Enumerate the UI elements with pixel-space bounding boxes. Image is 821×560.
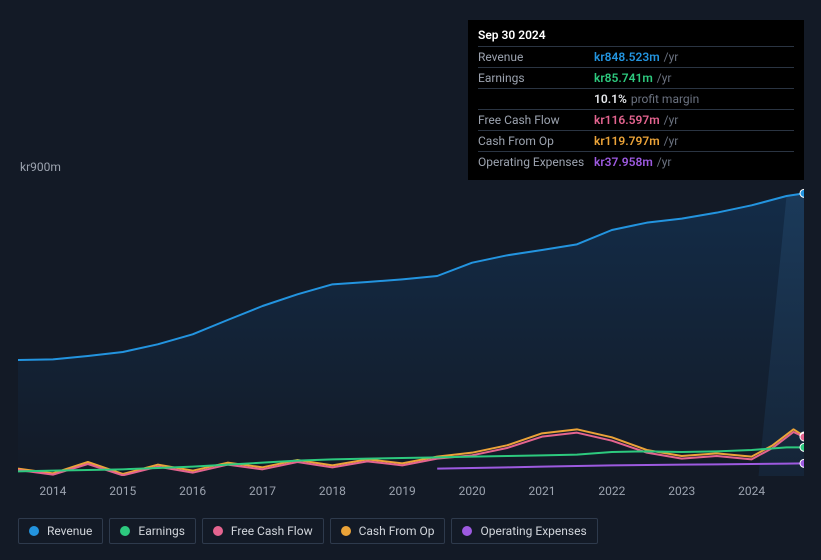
x-axis-tick: 2022 — [598, 484, 625, 498]
x-axis-tick: 2015 — [109, 484, 136, 498]
legend-item-label: Operating Expenses — [480, 524, 586, 538]
tooltip-row: Free Cash Flowkr116.597m/yr — [478, 109, 794, 130]
x-axis-tick: 2024 — [738, 484, 765, 498]
x-axis-tick: 2018 — [319, 484, 346, 498]
legend-item[interactable]: Cash From Op — [330, 518, 446, 544]
x-axis-tick: 2019 — [389, 484, 416, 498]
tooltip-row-suffix: /yr — [657, 155, 672, 169]
tooltip-row-label: Free Cash Flow — [478, 113, 594, 127]
tooltip-row-suffix: /yr — [657, 71, 672, 85]
tooltip-row-value: kr119.797m — [594, 134, 660, 148]
tooltip-row-value: kr85.741m — [594, 71, 653, 85]
tooltip-row-label: Cash From Op — [478, 134, 594, 148]
tooltip-date: Sep 30 2024 — [478, 28, 794, 46]
legend-item-label: Free Cash Flow — [231, 524, 313, 538]
tooltip-row-label: Revenue — [478, 50, 594, 64]
tooltip-row-value: kr37.958m — [594, 155, 653, 169]
legend-item[interactable]: Earnings — [109, 518, 196, 544]
legend-swatch-icon — [29, 526, 39, 536]
tooltip-row-label: Earnings — [478, 71, 594, 85]
revenue-area — [18, 193, 804, 476]
legend-swatch-icon — [462, 526, 472, 536]
tooltip-row-label: Operating Expenses — [478, 155, 594, 169]
chart-legend: Revenue Earnings Free Cash Flow Cash From O… — [18, 518, 598, 544]
tooltip-row-suffix: /yr — [664, 113, 679, 127]
x-axis-tick: 2021 — [529, 484, 556, 498]
x-axis-tick: 2020 — [459, 484, 486, 498]
tooltip-rows: Revenuekr848.523m/yrEarningskr85.741m/yr… — [478, 46, 794, 172]
series-end-marker — [800, 443, 804, 451]
chart-svg — [18, 176, 804, 476]
legend-item[interactable]: Revenue — [18, 518, 103, 544]
tooltip-row-suffix: /yr — [664, 134, 679, 148]
x-axis-tick: 2023 — [668, 484, 695, 498]
series-end-marker — [800, 433, 804, 441]
x-axis: 2014 2015 2016 2017 2018 2019 2020 2021 2022 2023… — [18, 484, 804, 500]
tooltip-row-suffix: /yr — [664, 50, 679, 64]
tooltip-row-value: kr116.597m — [594, 113, 660, 127]
chart-tooltip: Sep 30 2024 Revenuekr848.523m/yrEarnings… — [468, 20, 804, 180]
tooltip-row-label — [478, 92, 594, 106]
legend-item-label: Earnings — [138, 524, 185, 538]
legend-item[interactable]: Operating Expenses — [451, 518, 597, 544]
legend-swatch-icon — [213, 526, 223, 536]
tooltip-row-value: 10.1% — [594, 92, 627, 106]
tooltip-row: Cash From Opkr119.797m/yr — [478, 130, 794, 151]
tooltip-row: Operating Expenseskr37.958m/yr — [478, 151, 794, 172]
series-end-marker — [800, 189, 804, 197]
legend-swatch-icon — [341, 526, 351, 536]
legend-item-label: Revenue — [47, 524, 92, 538]
legend-item[interactable]: Free Cash Flow — [202, 518, 324, 544]
legend-swatch-icon — [120, 526, 130, 536]
tooltip-row-suffix: profit margin — [631, 92, 699, 106]
tooltip-row: Earningskr85.741m/yr — [478, 67, 794, 88]
y-axis-max-label: kr900m — [20, 160, 61, 174]
chart-plot-area[interactable] — [18, 176, 804, 476]
tooltip-row: Revenuekr848.523m/yr — [478, 46, 794, 67]
x-axis-tick: 2014 — [39, 484, 66, 498]
series-end-marker — [800, 459, 804, 467]
tooltip-row-value: kr848.523m — [594, 50, 660, 64]
x-axis-tick: 2016 — [179, 484, 206, 498]
legend-item-label: Cash From Op — [359, 524, 435, 538]
tooltip-row: 10.1% profit margin — [478, 88, 794, 109]
x-axis-tick: 2017 — [249, 484, 276, 498]
